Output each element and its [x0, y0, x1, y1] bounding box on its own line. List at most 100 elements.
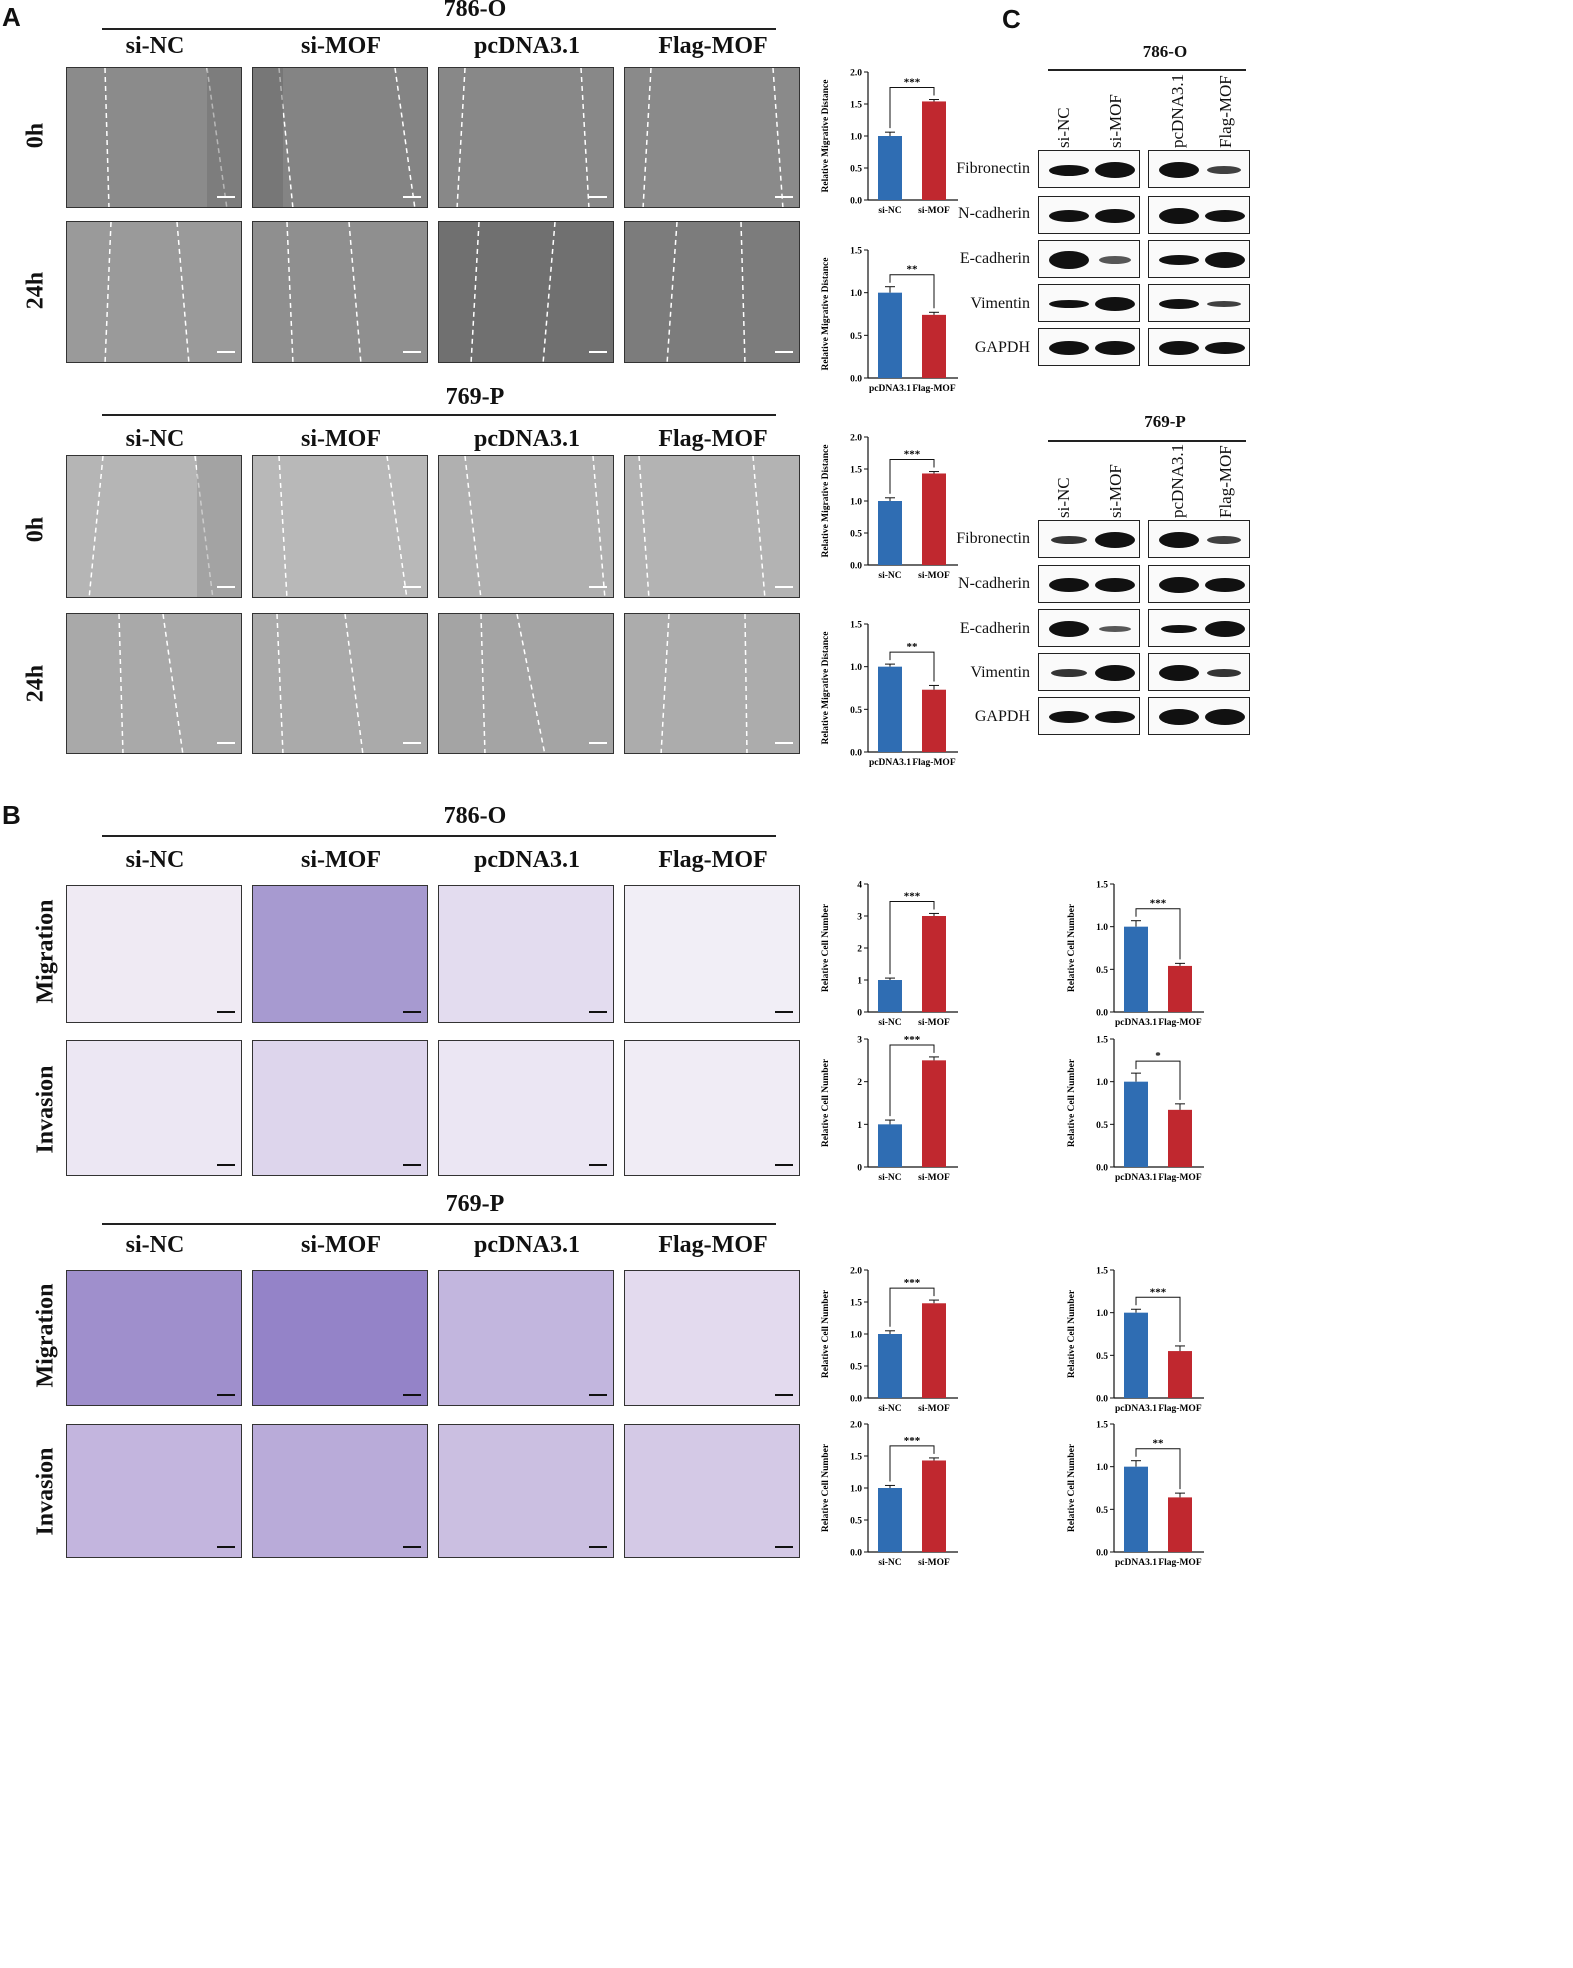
significance-label: ***	[1150, 1286, 1167, 1298]
x-tick-label: si-NC	[878, 1558, 901, 1568]
y-tick-label: 0.5	[850, 332, 862, 342]
bar	[878, 292, 902, 378]
lane-label: si-MOF	[1106, 94, 1125, 148]
western-blot-band	[1038, 196, 1140, 234]
western-blot-band	[1148, 240, 1250, 278]
y-tick-label: 1.5	[850, 101, 862, 111]
y-tick-label: 0.5	[1096, 966, 1108, 976]
condition-label: Flag-MOF	[658, 33, 768, 59]
transwell-image	[252, 885, 428, 1023]
header-line	[102, 414, 776, 416]
wb-header-line	[1048, 440, 1246, 442]
y-tick-label: 2.0	[850, 434, 862, 444]
header-line	[102, 28, 776, 30]
significance-label: ***	[904, 77, 921, 89]
y-tick-label: 0.5	[850, 1517, 862, 1527]
transwell-image	[66, 1424, 242, 1558]
lane-label: si-NC	[1054, 107, 1073, 148]
bar	[1124, 1466, 1148, 1552]
bar	[878, 136, 902, 200]
y-axis-label: Relative Migrative Distance	[821, 445, 831, 558]
protein-label: Fibronectin	[956, 160, 1030, 177]
y-tick-label: 0.0	[1096, 1009, 1108, 1019]
significance-bracket	[889, 1445, 935, 1482]
y-tick-label: 1.5	[850, 1299, 862, 1309]
western-blot-band	[1038, 240, 1140, 278]
x-tick-label: Flag-MOF	[1158, 1558, 1201, 1568]
bar	[1168, 1109, 1192, 1167]
western-blot-band	[1038, 150, 1140, 188]
transwell-image	[624, 1040, 800, 1176]
transwell-image	[66, 885, 242, 1023]
western-blot-band	[1038, 328, 1140, 366]
header-line	[102, 1223, 776, 1225]
y-tick-label: 1.5	[1096, 1267, 1108, 1277]
bar-chart: Relative Cell Number 0 1 2 3 4 si-NC si-MOF ***	[821, 881, 958, 1028]
y-tick-label: 1.0	[850, 498, 862, 508]
transwell-image	[252, 1040, 428, 1176]
y-tick-label: 1.0	[1096, 1309, 1108, 1319]
header-769p-b: 769-P	[445, 1191, 505, 1217]
bar	[878, 1124, 902, 1167]
y-tick-label: 2.0	[850, 1421, 862, 1431]
x-tick-label: si-NC	[878, 1404, 901, 1414]
wound-image	[252, 613, 428, 754]
bar	[878, 1488, 902, 1552]
row-label-0h: 0h	[22, 516, 49, 543]
significance-bracket	[1135, 1060, 1181, 1100]
condition-label: si-MOF	[301, 33, 381, 59]
transwell-image	[438, 1270, 614, 1406]
condition-label: Flag-MOF	[658, 426, 768, 452]
transwell-image	[438, 885, 614, 1023]
y-tick-label: 3	[857, 1036, 862, 1046]
western-blot-band	[1148, 150, 1250, 188]
wound-image	[66, 67, 242, 208]
panel-label-c: C	[1002, 4, 1021, 34]
bar	[1168, 965, 1192, 1012]
row-label-24h: 24h	[22, 664, 49, 703]
bar-chart: Relative Migrative Distance 0.0 0.5 1.0 1.5 2…	[821, 69, 958, 216]
y-tick-label: 1.5	[850, 621, 862, 631]
y-axis-label: Relative Cell Number	[1067, 1289, 1077, 1378]
bar	[1168, 1497, 1192, 1552]
lane-label: Flag-MOF	[1216, 445, 1235, 518]
western-blot-band	[1038, 653, 1140, 691]
wound-image	[438, 613, 614, 754]
significance-label: ***	[1150, 898, 1167, 910]
significance-label: ***	[904, 1034, 921, 1046]
western-blot-band	[1038, 697, 1140, 735]
y-tick-label: 0.0	[850, 197, 862, 207]
wound-image	[252, 67, 428, 208]
x-tick-label: pcDNA3.1	[1115, 1558, 1157, 1568]
x-tick-label: si-MOF	[918, 206, 950, 216]
western-blot-band	[1038, 520, 1140, 558]
condition-label: si-MOF	[301, 426, 381, 452]
bar-chart: Relative Cell Number 0.0 0.5 1.0 1.5 pcDNA3.1…	[1067, 1421, 1204, 1568]
western-blot-band	[1148, 653, 1250, 691]
x-tick-label: pcDNA3.1	[1115, 1018, 1157, 1028]
significance-label: ***	[904, 1435, 921, 1447]
y-tick-label: 1.5	[1096, 1036, 1108, 1046]
bar	[922, 1303, 946, 1398]
significance-label: **	[907, 264, 919, 276]
panel-label-a: A	[2, 2, 21, 32]
bar-chart: Relative Cell Number 0.0 0.5 1.0 1.5 pcDNA3.1…	[1067, 1267, 1204, 1414]
bar	[878, 666, 902, 752]
condition-label: si-NC	[125, 33, 185, 59]
transwell-image	[624, 1424, 800, 1558]
y-axis-label: Relative Cell Number	[821, 1058, 831, 1147]
y-tick-label: 1.5	[850, 1453, 862, 1463]
y-tick-label: 1.0	[1096, 923, 1108, 933]
western-blot-band	[1148, 565, 1250, 603]
bar-chart: Relative Migrative Distance 0.0 0.5 1.0 1.5 p…	[821, 621, 958, 768]
western-blot-band	[1038, 609, 1140, 647]
significance-bracket	[1135, 908, 1181, 960]
western-blot-band	[1148, 520, 1250, 558]
wound-image	[624, 67, 800, 208]
y-tick-label: 2	[857, 945, 862, 955]
lane-label: pcDNA3.1	[1168, 443, 1187, 518]
y-tick-label: 0.5	[1096, 1352, 1108, 1362]
bar	[878, 1334, 902, 1398]
bar	[1124, 926, 1148, 1012]
y-axis-label: Relative Cell Number	[1067, 1058, 1077, 1147]
